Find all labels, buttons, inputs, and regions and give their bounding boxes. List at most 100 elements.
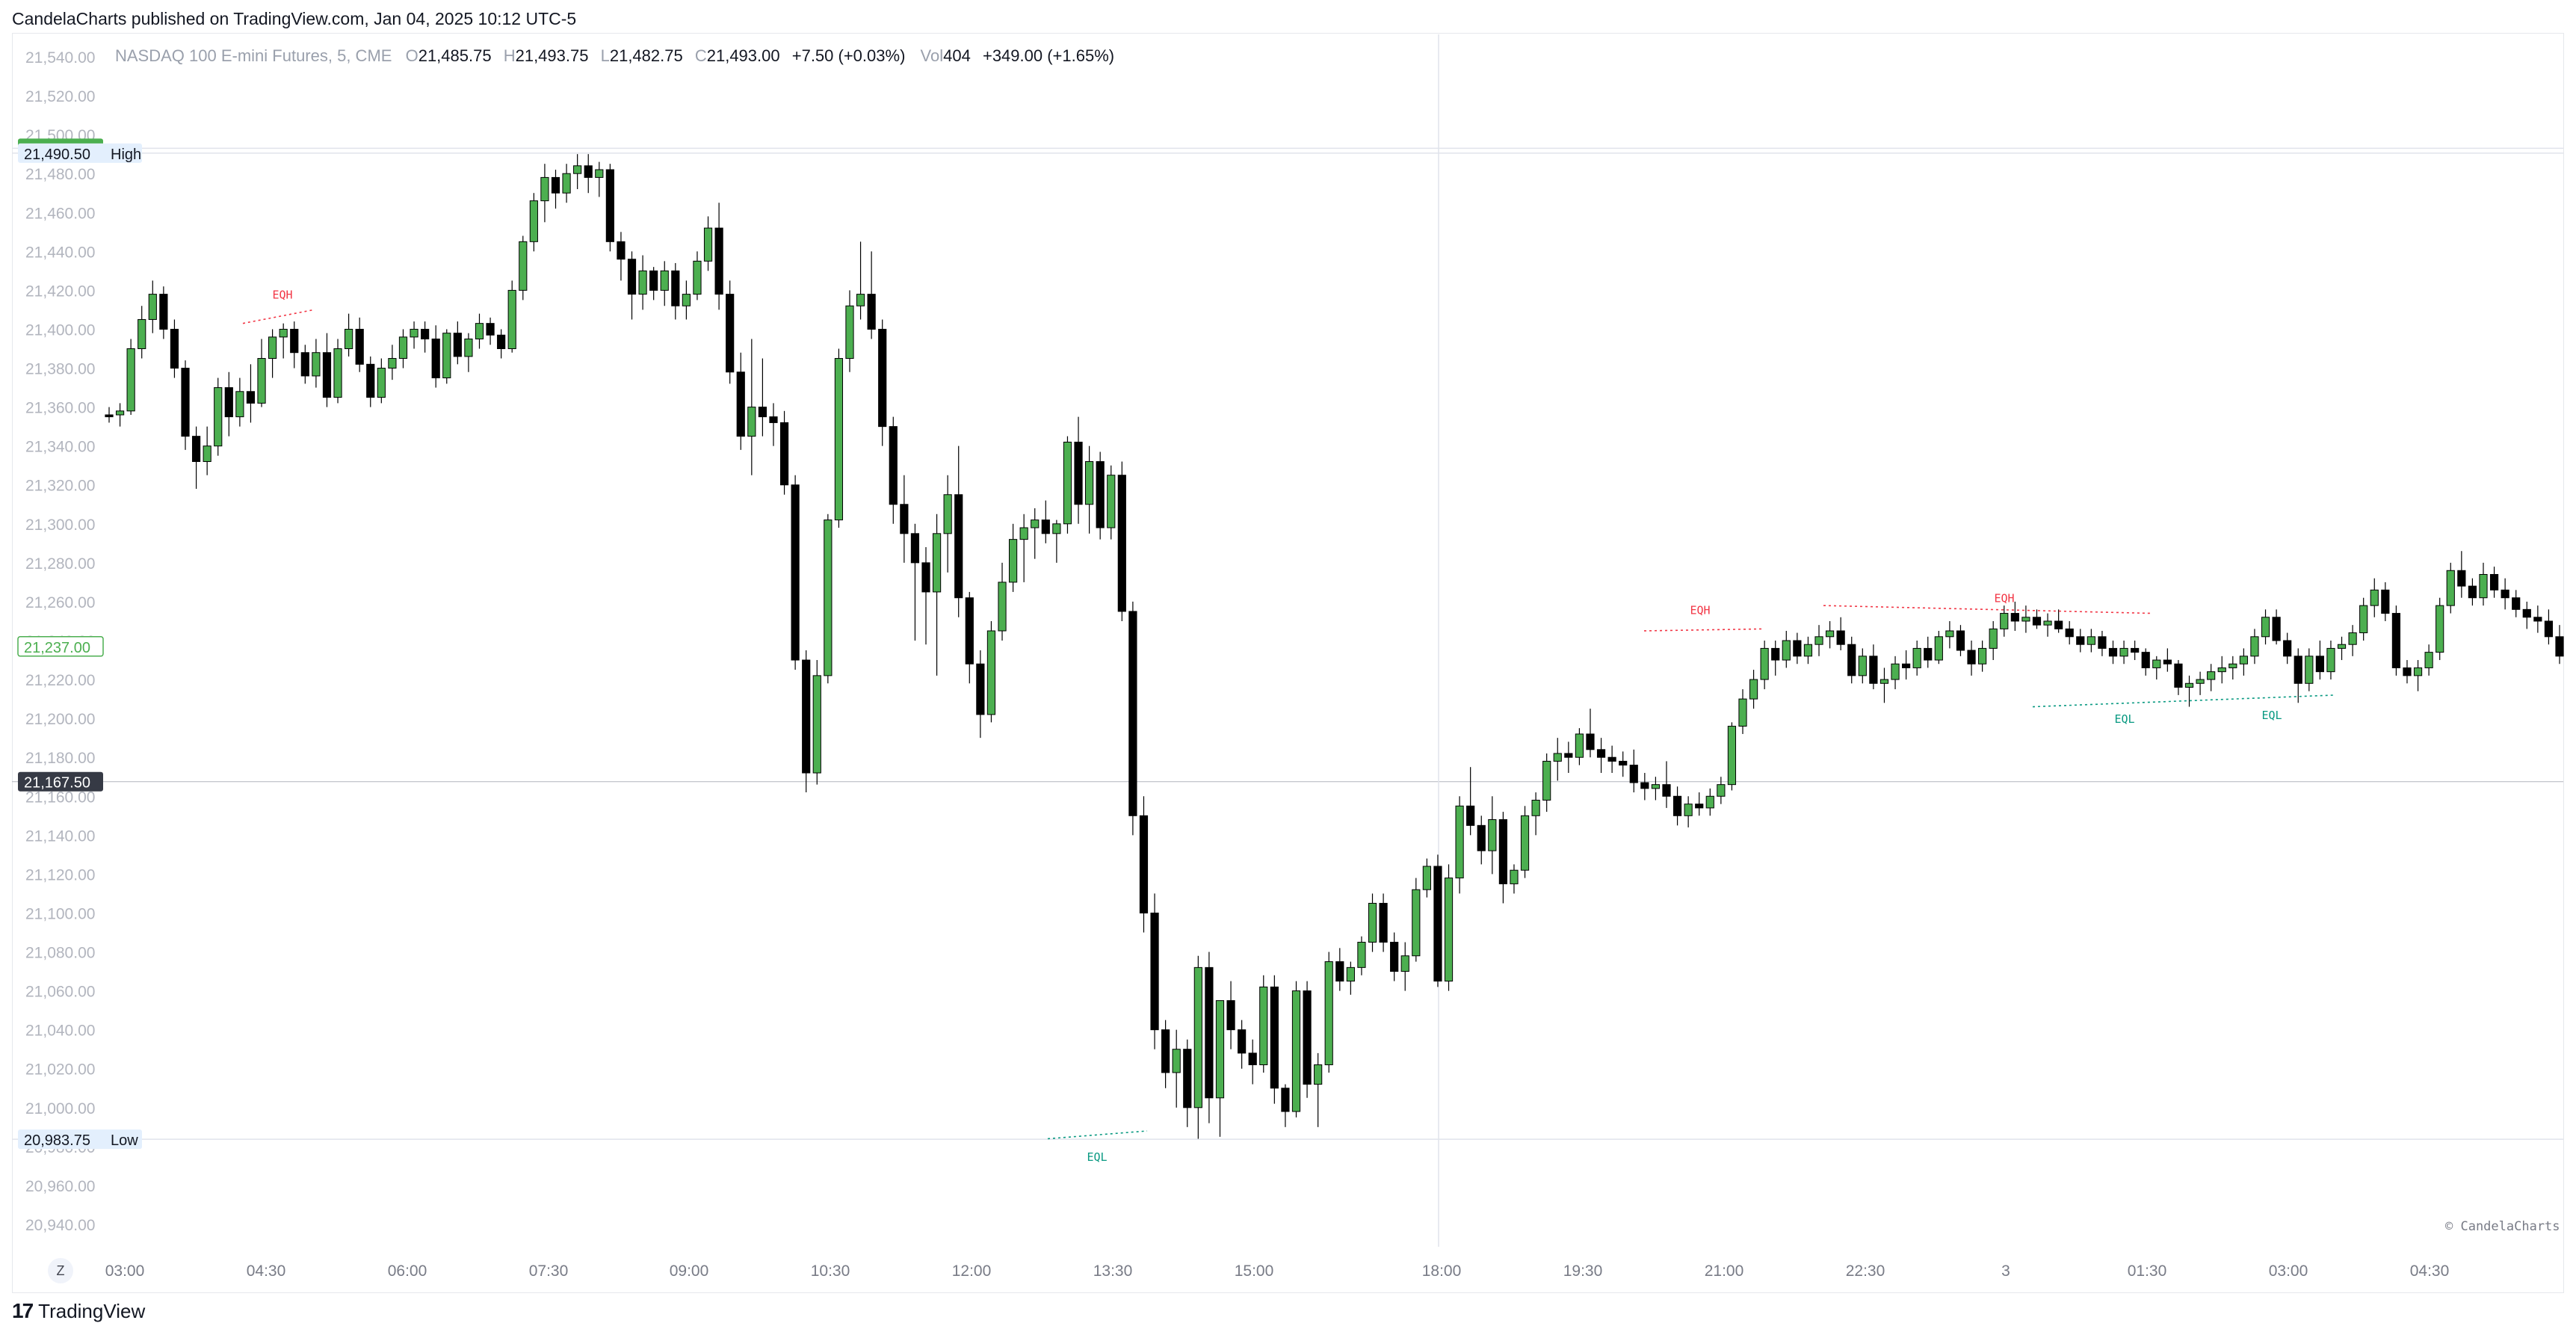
candle-body <box>1619 760 1628 766</box>
candle-body <box>2391 613 2401 668</box>
x-tick-label: 03:00 <box>2269 1262 2308 1280</box>
candle-body <box>769 416 778 423</box>
candle-body <box>693 260 702 295</box>
copyright-text: © CandelaCharts <box>2445 1219 2560 1234</box>
published-by-text: CandelaCharts published on TradingView.c… <box>12 9 577 28</box>
candle-body <box>2359 605 2368 634</box>
candle-body <box>802 659 811 774</box>
symbol-name[interactable]: NASDAQ 100 E-mini Futures, 5, CME <box>115 46 392 65</box>
y-tick-label: 21,160.00 <box>25 789 95 806</box>
candle-body <box>1205 966 1214 1099</box>
candle-body <box>1346 966 1355 982</box>
x-tick-label: 21:00 <box>1705 1262 1744 1280</box>
candle-body <box>867 294 876 330</box>
candle-body <box>1052 523 1061 534</box>
candle-body <box>1847 644 1856 676</box>
x-tick-label: 10:30 <box>811 1262 850 1280</box>
candle-body <box>2337 644 2347 649</box>
candle-body <box>932 533 942 593</box>
candle-body <box>1924 647 1933 661</box>
candle-body <box>584 165 593 178</box>
candle-body <box>486 323 495 336</box>
close-value: 21,493.00 <box>706 46 780 65</box>
candle-body <box>105 414 114 418</box>
candle-body <box>279 328 288 338</box>
candle-body <box>2283 640 2292 657</box>
candle-body <box>246 391 256 404</box>
candle-body <box>1782 640 1791 661</box>
candle-body <box>2326 647 2335 673</box>
candle-body <box>1455 805 1464 879</box>
candle-body <box>1738 698 1747 727</box>
candle-body <box>181 368 190 437</box>
candle-body <box>976 663 985 715</box>
y-tick-label: 21,220.00 <box>25 672 95 689</box>
candle-body <box>2522 608 2531 618</box>
price-label-tag: Low <box>111 1132 138 1149</box>
candle-body <box>2174 663 2183 688</box>
candle-body <box>442 333 451 379</box>
candle-body <box>824 519 833 676</box>
timezone-z-button[interactable]: Z <box>48 1258 73 1283</box>
x-tick-label: 06:00 <box>388 1262 427 1280</box>
candle-body <box>910 533 920 564</box>
candle-body <box>1760 647 1769 680</box>
candle-body <box>410 328 418 338</box>
candle-body <box>2315 656 2324 673</box>
candle-body <box>464 338 473 357</box>
candle-body <box>1390 942 1399 972</box>
candle-body <box>519 241 528 291</box>
x-tick-label: 12:00 <box>952 1262 992 1280</box>
candle-body <box>1901 663 1911 668</box>
candle-body <box>2239 656 2248 665</box>
candle-body <box>617 241 626 260</box>
candle-body <box>1422 866 1431 890</box>
candle-body <box>986 630 996 715</box>
candle-body <box>1128 611 1137 816</box>
eqh-label: EQH <box>1994 592 2014 605</box>
candle-body <box>791 484 800 661</box>
candle-body <box>1488 819 1497 851</box>
candle-body <box>1880 679 1889 684</box>
candle-body <box>1270 986 1279 1089</box>
price-label-text: 20,983.75 <box>24 1132 90 1149</box>
candle-body <box>1640 782 1649 789</box>
candle-body <box>1139 815 1149 913</box>
candle-body <box>605 169 614 242</box>
candle-body <box>453 333 462 357</box>
candle-body <box>758 407 767 418</box>
candle-body <box>1695 804 1704 809</box>
candle-body <box>1662 784 1671 797</box>
y-tick-label: 21,260.00 <box>25 594 95 611</box>
y-tick-label: 21,440.00 <box>25 244 95 261</box>
candle-body <box>170 328 179 369</box>
y-tick-label: 20,960.00 <box>25 1178 95 1195</box>
candle-body <box>1978 647 1987 665</box>
candle-body <box>115 410 125 416</box>
candle-body <box>1531 799 1540 816</box>
candle-body <box>714 227 723 295</box>
candle-body <box>2152 659 2161 668</box>
candle-body <box>1586 733 1595 750</box>
x-tick-label: 18:00 <box>1422 1262 1462 1280</box>
candle-body <box>1651 784 1661 789</box>
candle-body <box>856 294 865 306</box>
y-tick-label: 21,000.00 <box>25 1100 95 1117</box>
candle-body <box>998 582 1007 632</box>
x-tick-label: 13:30 <box>1093 1262 1133 1280</box>
x-tick-label: 09:00 <box>670 1262 709 1280</box>
candle-body <box>889 426 898 505</box>
candle-body <box>1956 630 1965 651</box>
candle-body <box>421 328 430 339</box>
candle-body <box>649 270 658 291</box>
y-tick-label: 21,060.00 <box>25 984 95 1001</box>
candle-body <box>747 407 756 437</box>
y-tick-label: 21,020.00 <box>25 1061 95 1079</box>
candle-body <box>1193 966 1202 1109</box>
candle-body <box>1564 753 1573 758</box>
y-tick-label: 21,360.00 <box>25 400 95 417</box>
candle-body <box>1717 784 1726 797</box>
candle-body <box>779 422 789 486</box>
tradingview-brand[interactable]: 17 TradingView <box>12 1299 145 1323</box>
